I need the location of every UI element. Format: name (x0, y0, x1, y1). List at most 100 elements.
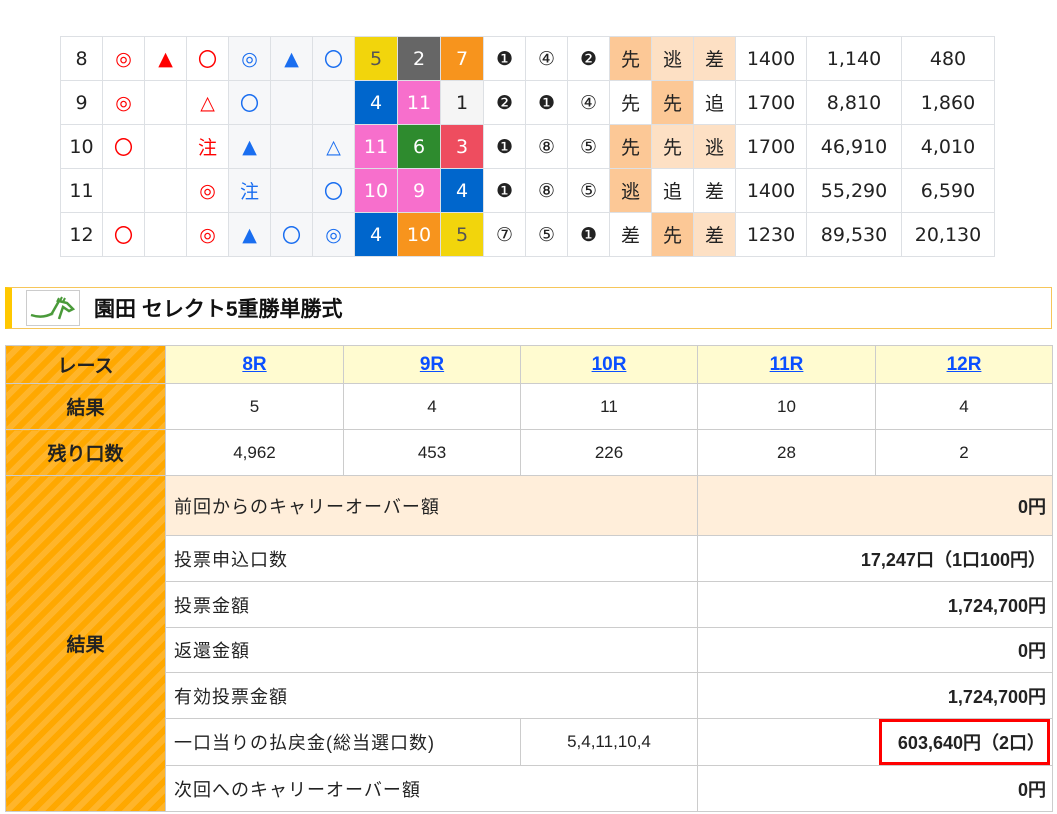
payout-value-highlight: 603,640円（2口） (878, 719, 1050, 765)
prediction-mark: ◎ (186, 168, 229, 213)
prediction-mark: ◎ (102, 36, 145, 81)
race-row: 10 〇注 ▲ △ 11 6 3 ❶ ⑧ ⑤ 先先逃 1700 46,910 4,010 (60, 124, 995, 169)
running-style: 先 (609, 80, 652, 125)
remaining-cell: 453 (343, 429, 521, 476)
payout: 1,860 (901, 80, 995, 125)
race-number: 8 (60, 36, 103, 81)
popularity-number: ❶ (567, 212, 610, 257)
race-link-12r[interactable]: 12R (946, 353, 982, 375)
race-link-9r[interactable]: 9R (419, 353, 445, 375)
distance: 1700 (735, 80, 807, 125)
prediction-mark: 〇 (270, 212, 313, 257)
popularity-number: ⑤ (525, 212, 568, 257)
tickets-value: 17,247口（1口100円） (697, 535, 1053, 582)
running-style: 逃 (651, 36, 694, 81)
prediction-mark (144, 80, 187, 125)
race-number: 10 (60, 124, 103, 169)
prediction-mark: 注 (228, 168, 271, 213)
prediction-mark: 〇 (186, 36, 229, 81)
prediction-mark: ▲ (270, 36, 313, 81)
popularity-number: ⑦ (483, 212, 526, 257)
finish-horse-number: 2 (397, 36, 441, 81)
payout: 20,130 (901, 212, 995, 257)
remaining-cell: 226 (520, 429, 698, 476)
race-number: 11 (60, 168, 103, 213)
bet-amount-label: 投票金額 (165, 581, 698, 628)
finish-horse-number: 11 (354, 124, 398, 169)
carryover-next-value: 0円 (697, 765, 1053, 812)
popularity-number: ❷ (567, 36, 610, 81)
prediction-mark (102, 168, 145, 213)
result-cell: 4 (875, 383, 1053, 430)
payout-label: 一口当りの払戻金(総当選口数) (165, 718, 521, 766)
race-label: レース (5, 345, 166, 384)
finish-horse-number: 5 (440, 212, 484, 257)
horse-logo-icon (26, 290, 80, 326)
prediction-mark (144, 168, 187, 213)
popularity-number: ④ (567, 80, 610, 125)
race-row: 9 ◎ △ 〇 4 11 1 ❷ ❶ ④ 先先追 1700 8,810 1,860 (60, 80, 995, 125)
running-style: 先 (609, 124, 652, 169)
running-style: 逃 (693, 124, 736, 169)
running-style: 差 (693, 168, 736, 213)
distance: 1230 (735, 212, 807, 257)
finish-horse-number: 5 (354, 36, 398, 81)
race-row: 12 〇 ◎ ▲ 〇 ◎ 4 10 5 ⑦ ⑤ ❶ 差先差 1230 89,530 20,130 (60, 212, 995, 257)
prediction-mark (312, 80, 355, 125)
race-number: 9 (60, 80, 103, 125)
result-cell: 5 (165, 383, 344, 430)
payout: 46,910 (806, 124, 902, 169)
popularity-number: ⑤ (567, 124, 610, 169)
finish-horse-number: 6 (397, 124, 441, 169)
section-title: 園田 セレクト5重勝単勝式 (94, 298, 343, 321)
prediction-mark (270, 80, 313, 125)
prediction-mark: 〇 (228, 80, 271, 125)
remaining-cell: 4,962 (165, 429, 344, 476)
popularity-number: ❶ (483, 168, 526, 213)
payout: 6,590 (901, 168, 995, 213)
section-header: 園田 セレクト5重勝単勝式 (5, 287, 1052, 329)
result-label: 結果 (5, 383, 166, 430)
prediction-mark: ◎ (186, 212, 229, 257)
running-style: 差 (693, 36, 736, 81)
prediction-mark: 〇 (312, 36, 355, 81)
finish-horse-number: 1 (440, 80, 484, 125)
prediction-mark: ▲ (228, 124, 271, 169)
result-cell: 4 (343, 383, 521, 430)
carryover-prev-label: 前回からのキャリーオーバー額 (165, 475, 698, 536)
running-style: 先 (651, 212, 694, 257)
prediction-mark (144, 124, 187, 169)
popularity-number: ❶ (483, 36, 526, 81)
finish-horse-number: 3 (440, 124, 484, 169)
running-style: 追 (693, 80, 736, 125)
payout: 89,530 (806, 212, 902, 257)
race-link-10r[interactable]: 10R (591, 353, 627, 375)
remaining-cell: 2 (875, 429, 1053, 476)
race-link-11r[interactable]: 11R (769, 353, 804, 375)
prediction-mark: 注 (186, 124, 229, 169)
remaining-label: 残り口数 (5, 429, 166, 476)
finish-horse-number: 4 (440, 168, 484, 213)
race-prediction-table: 8 ◎ ▲ 〇 ◎ ▲ 〇 5 2 7 ❶ ④ ❷ 先逃差 1400 1,140 480 9 ◎ △ 〇 4 11 1 ❷ ❶ ④ 先… (60, 36, 995, 257)
running-style: 先 (609, 36, 652, 81)
prediction-mark: △ (186, 80, 229, 125)
popularity-number: ❷ (483, 80, 526, 125)
finish-horse-number: 10 (354, 168, 398, 213)
popularity-number: ⑤ (567, 168, 610, 213)
race-row: 11 ◎ 注〇 10 9 4 ❶ ⑧ ⑤ 逃追差 1400 55,290 6,590 (60, 168, 995, 213)
carryover-prev-value: 0円 (697, 475, 1053, 536)
winning-combo: 5,4,11,10,4 (520, 718, 698, 766)
running-style: 差 (693, 212, 736, 257)
remaining-cell: 28 (697, 429, 876, 476)
distance: 1400 (735, 168, 807, 213)
finish-horse-number: 9 (397, 168, 441, 213)
popularity-number: ❶ (525, 80, 568, 125)
valid-amount-label: 有効投票金額 (165, 672, 698, 719)
prediction-mark: ◎ (312, 212, 355, 257)
running-style: 先 (651, 124, 694, 169)
race-number: 12 (60, 212, 103, 257)
race-link-8r[interactable]: 8R (242, 353, 267, 375)
payout: 480 (901, 36, 995, 81)
refund-value: 0円 (697, 627, 1053, 673)
prediction-mark: ▲ (228, 212, 271, 257)
